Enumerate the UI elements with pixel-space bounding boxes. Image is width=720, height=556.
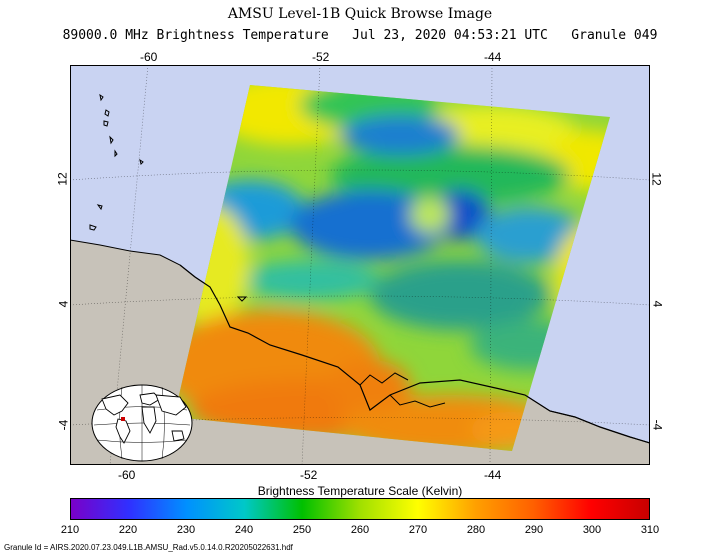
colorbar-tick: 240 — [234, 524, 254, 536]
swath-map — [70, 65, 650, 465]
lat-tick-left: -4 — [56, 419, 71, 431]
colorbar-tick: 290 — [524, 524, 544, 536]
colorbar-tick: 260 — [350, 524, 370, 536]
image-title: AMSU Level-1B Quick Browse Image — [227, 6, 493, 22]
granule-id: Granule Id = AIRS.2020.07.23.049.L1B.AMS… — [4, 543, 293, 552]
image-subtitle: 89000.0 MHz Brightness Temperature Jul 2… — [62, 28, 658, 43]
colorbar-label: Brightness Temperature Scale (Kelvin) — [257, 484, 463, 498]
lon-tick-top: -52 — [312, 50, 330, 64]
colorbar-tick: 250 — [292, 524, 312, 536]
lon-tick-top: -44 — [484, 50, 502, 64]
swath-field — [174, 85, 610, 451]
lon-tick-bottom: -60 — [118, 468, 136, 482]
colorbar — [70, 498, 650, 520]
colorbar-tick: 210 — [60, 524, 80, 536]
inset-location-marker — [121, 417, 125, 421]
map-frame — [70, 65, 650, 465]
lat-tick-left: 12 — [55, 172, 70, 186]
island-outlines — [89, 93, 144, 231]
colorbar-tick: 280 — [466, 524, 486, 536]
colorbar-tick: 310 — [640, 524, 660, 536]
lat-tick-right: -4 — [650, 419, 665, 431]
lat-tick-right: 12 — [649, 172, 664, 186]
lat-tick-left: 4 — [56, 300, 71, 308]
lon-tick-bottom: -44 — [484, 468, 502, 482]
colorbar-tick: 230 — [176, 524, 196, 536]
lon-tick-top: -60 — [140, 50, 158, 64]
colorbar-tick: 220 — [118, 524, 138, 536]
colorbar-tick: 300 — [582, 524, 602, 536]
coastline — [179, 264, 650, 444]
lon-tick-bottom: -52 — [300, 468, 318, 482]
lat-tick-right: 4 — [650, 300, 665, 308]
colorbar-tick: 270 — [408, 524, 428, 536]
inset-globe — [91, 384, 193, 462]
